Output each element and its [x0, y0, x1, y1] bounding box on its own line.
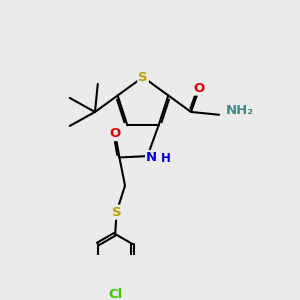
Text: S: S	[138, 70, 148, 84]
Text: O: O	[110, 127, 121, 140]
Text: NH₂: NH₂	[226, 104, 254, 117]
Text: N: N	[146, 151, 157, 164]
Text: S: S	[112, 206, 122, 219]
Text: Cl: Cl	[108, 287, 122, 300]
Text: H: H	[161, 152, 171, 165]
Text: O: O	[194, 82, 205, 94]
